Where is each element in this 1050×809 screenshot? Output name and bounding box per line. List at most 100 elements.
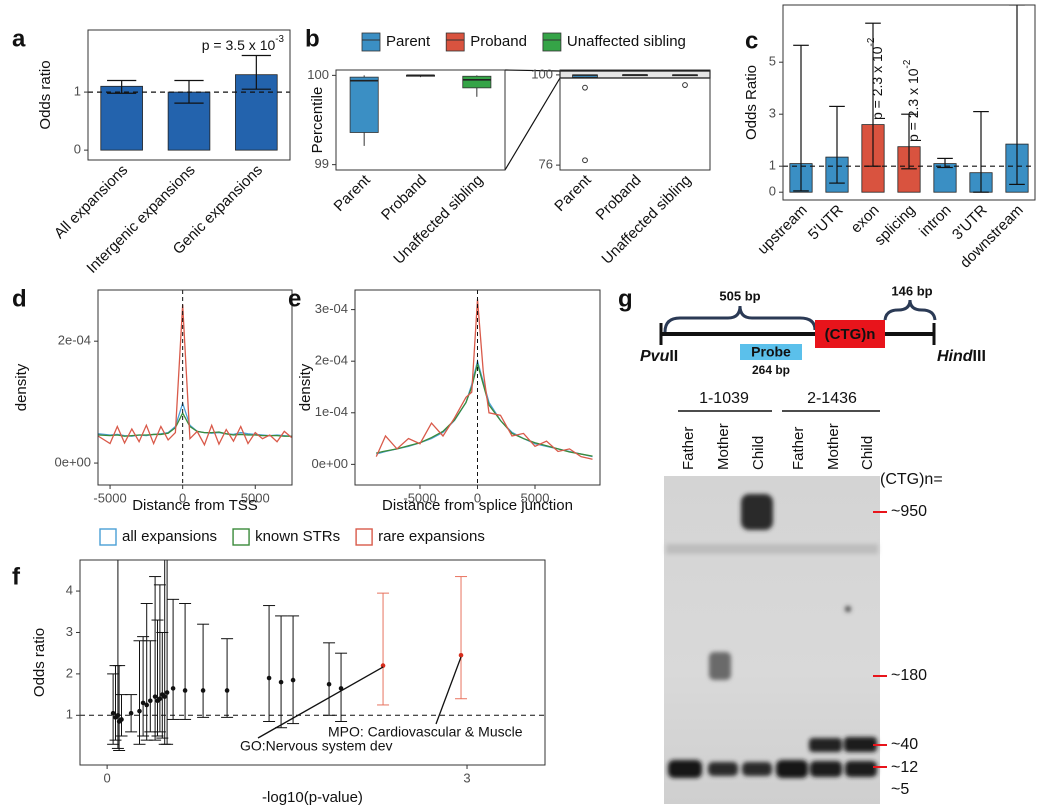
- gel: [664, 476, 880, 804]
- y-tick-label: 0: [74, 142, 81, 157]
- smear: [666, 544, 878, 554]
- outlier: [582, 84, 588, 91]
- legend-label: Parent: [386, 33, 431, 50]
- x-tick-label: splicing: [871, 202, 918, 249]
- plot-frame: [79, 559, 546, 766]
- y-axis-label: Odds Ratio: [743, 65, 760, 140]
- point: [458, 652, 464, 658]
- gel-bands: [666, 494, 878, 778]
- lane-label: Father: [790, 427, 807, 470]
- probe-label: Probe: [751, 344, 791, 360]
- panel-letter: a: [12, 25, 26, 52]
- legend-label: Proband: [470, 33, 527, 50]
- x-tick-label: -5000: [93, 490, 126, 505]
- point: [224, 688, 230, 693]
- x-tick-label: Parent: [331, 171, 375, 215]
- annotation: p = 2.3 x 10-2: [866, 38, 885, 120]
- density-line: [375, 299, 593, 460]
- point: [152, 694, 158, 699]
- panel-letter: d: [12, 285, 27, 312]
- plot-frame: [782, 4, 1036, 201]
- y-tick-label: 100: [531, 66, 553, 81]
- band: [809, 738, 842, 752]
- bracket: [883, 299, 937, 321]
- y-axis-label: Odds ratio: [31, 628, 48, 697]
- point: [140, 700, 146, 706]
- point: [144, 702, 150, 708]
- outlier: [682, 82, 688, 88]
- y-axis-label: density: [297, 363, 314, 411]
- annotation-superscript: -3: [275, 34, 284, 45]
- point: [119, 717, 124, 722]
- legend-swatch: [542, 32, 562, 52]
- y-axis-label: Odds ratio: [37, 60, 54, 129]
- bracket: [663, 305, 817, 333]
- y-tick-label: 100: [307, 67, 329, 82]
- point: [115, 713, 121, 718]
- band: [776, 760, 808, 778]
- repeat-box: [815, 320, 885, 348]
- size-marker: ~950: [891, 503, 927, 520]
- x-tick-label: upstream: [754, 202, 810, 258]
- lane-label: Child: [859, 436, 876, 470]
- annotation-pointer: [257, 666, 384, 739]
- size-marker: ~180: [891, 667, 927, 684]
- point: [164, 690, 170, 695]
- panel-letter: c: [745, 27, 758, 54]
- y-tick-label: 76: [539, 157, 553, 172]
- band: [845, 761, 877, 777]
- y-axis-label: Percentile: [309, 87, 326, 154]
- x-tick-label: 0: [103, 770, 110, 785]
- y-tick-label: 1e-04: [315, 404, 348, 419]
- point: [170, 686, 176, 691]
- x-tick-label: 5000: [241, 490, 270, 505]
- annotation-text: p = 2.3 x 10: [869, 46, 885, 120]
- x-axis-label: -log10(p-value): [262, 789, 363, 806]
- y-tick-label: 1: [66, 707, 73, 722]
- probe-length: 264 bp: [752, 363, 790, 377]
- x-tick-label: Unaffected sibling: [598, 172, 694, 268]
- legend-swatch: [445, 32, 465, 52]
- annotation: GO:Nervous system dev: [240, 738, 393, 754]
- x-tick-label: Proband: [593, 172, 645, 224]
- y-axis-label: density: [13, 363, 30, 411]
- x-tick-label: intron: [916, 202, 955, 241]
- point: [128, 710, 134, 716]
- annotation-text: p = 3.5 x 10: [202, 37, 276, 53]
- arm-length: 146 bp: [891, 283, 932, 298]
- construct-diagram: g 505 bp 146 bp (CTG)n Probe 264 bp PvuI…: [618, 283, 986, 377]
- x-tick-label: 3: [463, 770, 470, 785]
- lane-label: Mother: [715, 423, 732, 470]
- plot-frame: [354, 289, 601, 486]
- x-tick-label: 5000: [521, 490, 550, 505]
- x-tick-label: Parent: [551, 171, 595, 215]
- y-tick-label: 1: [74, 84, 81, 99]
- bar: [100, 85, 143, 151]
- site-roman: II: [669, 348, 678, 365]
- lane-label: Father: [680, 427, 697, 470]
- point: [110, 710, 116, 716]
- y-tick-label: 2e-04: [58, 333, 91, 348]
- density-line: [98, 401, 292, 437]
- arm-length: 505 bp: [719, 288, 760, 303]
- point: [200, 688, 206, 693]
- y-tick-label: 2e-04: [315, 353, 348, 368]
- point: [278, 679, 284, 685]
- zoom-connector: [504, 69, 711, 171]
- x-tick-label: 5'UTR: [805, 202, 847, 244]
- y-tick-label: 5: [769, 54, 776, 69]
- point: [157, 696, 163, 702]
- annotation-text: p = 2.3 x 10: [905, 68, 921, 142]
- legend-label: rare expansions: [378, 528, 485, 545]
- point: [380, 663, 386, 668]
- annotation-superscript: -2: [902, 60, 913, 69]
- point: [148, 698, 153, 704]
- y-tick-label: 0e+00: [54, 455, 91, 470]
- repeat-label: (CTG)n: [825, 326, 876, 343]
- y-tick-label: 4: [66, 582, 73, 597]
- y-tick-label: 0e+00: [311, 456, 348, 471]
- point: [266, 675, 272, 681]
- box: [462, 75, 492, 89]
- site-roman: III: [973, 348, 986, 365]
- y-tick-label: 99: [315, 156, 329, 171]
